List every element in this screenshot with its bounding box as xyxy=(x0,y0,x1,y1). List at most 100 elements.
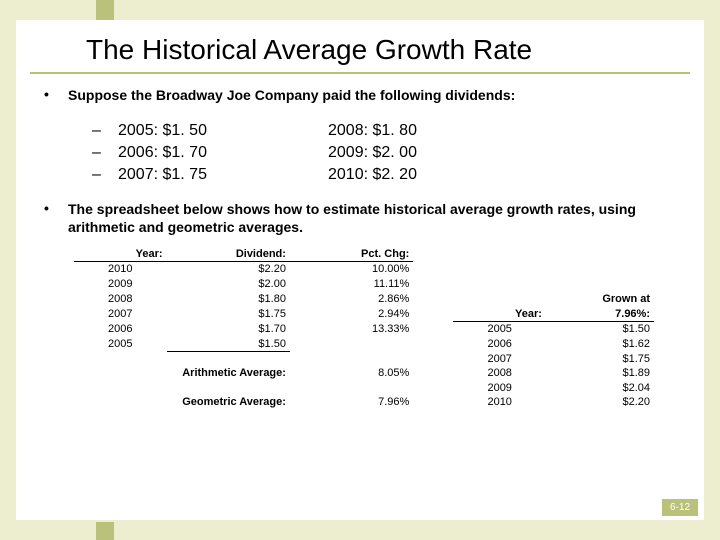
gap-cell xyxy=(413,322,453,337)
cell-pct: 13.33% xyxy=(290,322,413,337)
dash-icon xyxy=(302,122,328,140)
arith-value: 8.05% xyxy=(290,366,413,381)
grown-year: 2007 xyxy=(453,352,546,366)
cell-pct: 2.86% xyxy=(290,292,413,307)
grown-year: 2009 xyxy=(453,381,546,395)
bullet-dot: • xyxy=(44,200,68,236)
grown-val: $2.04 xyxy=(546,381,654,395)
empty-cell xyxy=(453,247,546,262)
grown-val: $2.20 xyxy=(546,395,654,410)
cell-year: 2010 xyxy=(74,262,167,277)
bullet-1-text: Suppose the Broadway Joe Company paid th… xyxy=(68,86,680,104)
gap-cell xyxy=(413,262,453,277)
grown-header-a: Grown at xyxy=(546,292,654,307)
grown-year: 2010 xyxy=(453,395,546,410)
col-pct-header: Pct. Chg: xyxy=(290,247,413,262)
cell-dividend: $1.70 xyxy=(167,322,290,337)
table-row: 2006 $1.70 13.33% 2005 $1.50 xyxy=(74,322,654,337)
dividend-columns: –2005: $1. 50 –2006: $1. 70 –2007: $1. 7… xyxy=(16,110,704,194)
summary-row-arith: Arithmetic Average: 8.05% 2008 $1.89 xyxy=(74,366,654,381)
decorative-stripe-bottom xyxy=(96,522,114,540)
cell-year: 2008 xyxy=(74,292,167,307)
empty-cell xyxy=(453,277,546,292)
dash-icon: – xyxy=(92,166,118,184)
grown-val: $1.89 xyxy=(546,366,654,381)
gap-cell xyxy=(413,307,453,322)
slide-body: The Historical Average Growth Rate • Sup… xyxy=(16,20,704,520)
col-dividend-header: Dividend: xyxy=(167,247,290,262)
bullet-1: • Suppose the Broadway Joe Company paid … xyxy=(16,80,704,110)
dividend-item: –2005: $1. 50 xyxy=(92,120,302,142)
empty-cell xyxy=(546,277,654,292)
cell-dividend: $1.80 xyxy=(167,292,290,307)
dash-icon xyxy=(302,166,328,184)
grown-col-rate-header: 7.96%: xyxy=(546,307,654,322)
gap-cell xyxy=(413,395,453,410)
table-row: 2007 $1.75 2.94% Year: 7.96%: xyxy=(74,307,654,322)
gap-cell xyxy=(413,292,453,307)
cell-pct xyxy=(290,337,413,352)
dividend-item: –2006: $1. 70 xyxy=(92,142,302,164)
spacer-row: 2009 $2.04 xyxy=(74,381,654,395)
cell-dividend: $1.75 xyxy=(167,307,290,322)
dash-icon: – xyxy=(92,144,118,162)
cell-year: 2009 xyxy=(74,277,167,292)
gap-cell xyxy=(413,277,453,292)
cell-dividend: $2.00 xyxy=(167,277,290,292)
page-number: 6-12 xyxy=(662,499,698,516)
dividend-item: 2009: $2. 00 xyxy=(302,142,512,164)
dividend-text: 2005: $1. 50 xyxy=(118,122,207,140)
cell-year: 2006 xyxy=(74,322,167,337)
dividend-text: 2010: $2. 20 xyxy=(328,166,417,184)
empty-cell xyxy=(546,262,654,277)
slide-title: The Historical Average Growth Rate xyxy=(30,20,690,74)
dividend-col-right: 2008: $1. 80 2009: $2. 00 2010: $2. 20 xyxy=(302,120,512,186)
spacer-row: 2007 $1.75 xyxy=(74,352,654,366)
dividend-item: –2007: $1. 75 xyxy=(92,164,302,186)
dividend-text: 2008: $1. 80 xyxy=(328,122,417,140)
cell-dividend: $2.20 xyxy=(167,262,290,277)
cell-year: 2007 xyxy=(74,307,167,322)
empty-cell xyxy=(546,247,654,262)
gap-cell xyxy=(413,337,453,352)
table-row: 2009 $2.00 11.11% xyxy=(74,277,654,292)
cell-dividend: $1.50 xyxy=(167,337,290,352)
dividend-text: 2006: $1. 70 xyxy=(118,144,207,162)
cell-pct: 11.11% xyxy=(290,277,413,292)
bullet-2: • The spreadsheet below shows how to est… xyxy=(16,194,704,242)
col-year-header: Year: xyxy=(74,247,167,262)
dividend-item: 2010: $2. 20 xyxy=(302,164,512,186)
bullet-dot: • xyxy=(44,86,68,104)
dividend-item: 2008: $1. 80 xyxy=(302,120,512,142)
grown-year: 2006 xyxy=(453,337,546,352)
table-row: 2008 $1.80 2.86% Grown at xyxy=(74,292,654,307)
dividend-text: 2007: $1. 75 xyxy=(118,166,207,184)
cell-year: 2005 xyxy=(74,337,167,352)
grown-val: $1.75 xyxy=(546,352,654,366)
table-row: 2005 $1.50 2006 $1.62 xyxy=(74,337,654,352)
geom-value: 7.96% xyxy=(290,395,413,410)
decorative-stripe-top xyxy=(96,0,114,22)
gap-cell xyxy=(413,366,453,381)
grown-col-year-header: Year: xyxy=(453,307,546,322)
table-row: 2010 $2.20 10.00% xyxy=(74,262,654,277)
grown-year: 2008 xyxy=(453,366,546,381)
gap-cell xyxy=(413,247,453,262)
table-header-row: Year: Dividend: Pct. Chg: xyxy=(74,247,654,262)
empty-cell xyxy=(453,262,546,277)
grown-val: $1.50 xyxy=(546,322,654,337)
grown-val: $1.62 xyxy=(546,337,654,352)
bullet-2-text: The spreadsheet below shows how to estim… xyxy=(68,200,680,236)
dividend-col-left: –2005: $1. 50 –2006: $1. 70 –2007: $1. 7… xyxy=(92,120,302,186)
dash-icon: – xyxy=(92,122,118,140)
empty-cell xyxy=(453,292,546,307)
cell-pct: 2.94% xyxy=(290,307,413,322)
cell-pct: 10.00% xyxy=(290,262,413,277)
arith-label: Arithmetic Average: xyxy=(74,366,290,381)
summary-row-geom: Geometric Average: 7.96% 2010 $2.20 xyxy=(74,395,654,410)
grown-year: 2005 xyxy=(453,322,546,337)
geom-label: Geometric Average: xyxy=(74,395,290,410)
dividend-text: 2009: $2. 00 xyxy=(328,144,417,162)
dash-icon xyxy=(302,144,328,162)
spreadsheet-table: Year: Dividend: Pct. Chg: 2010 $2.20 10.… xyxy=(74,247,654,410)
